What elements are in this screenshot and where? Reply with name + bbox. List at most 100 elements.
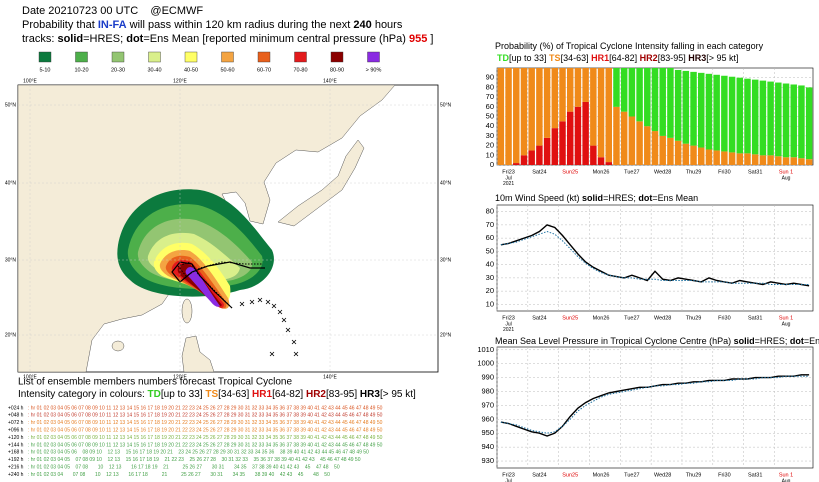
bar-segment <box>744 78 751 154</box>
text-segment: solid <box>734 336 755 346</box>
bar-segment <box>582 101 589 165</box>
y-tick-label: 930 <box>481 456 494 465</box>
bar-segment <box>636 121 643 165</box>
y-tick-label: 10 <box>486 150 494 159</box>
bar-segment <box>728 152 736 165</box>
bar-segment <box>736 153 744 165</box>
text-segment: =Ens Mean [reported minimum central pres… <box>143 33 409 45</box>
lat-label: 40°N <box>440 180 452 186</box>
bar-segment <box>605 68 612 163</box>
text-segment: 955 <box>409 33 427 45</box>
x-tick-label: Wed28 <box>654 315 671 321</box>
lat-label: 20°N <box>5 332 17 338</box>
x-tick-label: Wed28 <box>654 472 671 478</box>
text-segment: [up to 33] <box>161 389 205 400</box>
chart-title: Probability (%) of Tropical Cyclone Inte… <box>495 41 764 51</box>
legend-range: [34-63] <box>561 53 589 63</box>
x-tick-label: Thu29 <box>686 169 702 175</box>
x-tick-label: Sun 1 <box>779 472 793 478</box>
y-tick-label: 50 <box>486 111 494 120</box>
bar-segment <box>713 74 720 151</box>
bar-segment <box>775 82 782 157</box>
bar-segment <box>698 147 705 165</box>
lat-label: 40°N <box>5 180 17 186</box>
text-segment: [> 95 kt] <box>380 389 416 400</box>
lat-label: 30°N <box>5 257 17 263</box>
y-tick-label: 1000 <box>477 359 494 368</box>
x-tick-label: Sat24 <box>532 472 546 478</box>
bar-segment <box>674 140 682 165</box>
bar-segment <box>651 68 659 132</box>
bar-segment <box>582 68 589 102</box>
bar-segment <box>736 77 744 154</box>
row-lead: +048 h <box>8 413 24 419</box>
lon-label: 100°E <box>23 78 37 84</box>
x-tick-label: Sat31 <box>748 472 762 478</box>
bar-segment <box>536 68 543 146</box>
y-tick-label: 70 <box>486 220 494 229</box>
row-members: : hr 01 02 03 04 05 06 07 08 09 10 11 12… <box>28 420 383 426</box>
plot-frame <box>496 204 814 312</box>
x-tick-label: Tue27 <box>624 315 639 321</box>
x-tick-label: Thu29 <box>686 315 702 321</box>
bar-segment <box>628 68 636 117</box>
text-segment: tracks: <box>22 33 57 45</box>
lon-label: 140°E <box>323 374 337 380</box>
ens-mean-track <box>177 261 262 309</box>
text-segment: [34-63] <box>218 389 252 400</box>
legend-swatch <box>184 51 198 63</box>
text-segment: Mean Sea Level Pressure in Tropical Cycl… <box>495 336 734 346</box>
row-lead: +240 h <box>8 472 24 478</box>
bar-segment <box>759 155 767 165</box>
x-sublabel: Jul <box>505 321 511 327</box>
legend-name: HR2 <box>640 53 658 63</box>
legend-range: [64-82] <box>609 53 637 63</box>
legend-swatch <box>294 51 307 63</box>
legend-swatch <box>257 51 271 63</box>
text-segment: =HRES; <box>755 336 790 346</box>
text-segment: =Ens Mean <box>652 193 698 203</box>
bar-segment <box>528 150 535 165</box>
taiwan <box>181 298 193 324</box>
bar-segment <box>636 68 643 122</box>
series-legend: TD[up to 33] TS[34-63] HR1[64-82] HR2[83… <box>497 53 741 63</box>
bar-segment <box>597 68 605 158</box>
bar-segment <box>767 155 774 165</box>
bar-segment <box>659 135 666 165</box>
bar-segment <box>566 111 574 165</box>
hainan <box>111 340 125 352</box>
row-members: : hr 01 02 03 04 05 06 07 08 09 10 11 12… <box>28 413 383 419</box>
bar-segment <box>775 156 782 165</box>
bar-segment <box>698 72 705 148</box>
text-segment: HR3 <box>360 389 380 400</box>
y-tick-label: 60 <box>486 102 494 111</box>
bar-segment <box>667 68 674 138</box>
row-members: : hr 01 02 03 04 05 07 08 09 10 12 13 15… <box>28 457 361 463</box>
legend-name: TS <box>549 53 561 63</box>
x-tick-label: Sun 1 <box>779 315 793 321</box>
x-sublabel: 2021 <box>503 181 514 187</box>
legend-label: 80-90 <box>330 67 344 73</box>
x-tick-label: Sat31 <box>748 169 762 175</box>
map <box>17 84 439 373</box>
legend-range: [> 95 kt] <box>706 53 738 63</box>
legend-label: 10-20 <box>74 67 88 73</box>
x-tick-label: Mon26 <box>593 169 610 175</box>
bar-segment <box>497 68 505 165</box>
x-tick-label: Sat24 <box>532 169 546 175</box>
text-segment: =Ens Mean <box>804 336 819 346</box>
text-segment: [83-95] <box>326 389 360 400</box>
bar-segment <box>520 155 528 165</box>
lat-label: 30°N <box>440 257 452 263</box>
lat-label: 50°N <box>5 102 17 108</box>
bar-segment <box>798 85 805 159</box>
text-segment: =HRES; <box>83 33 126 45</box>
bar-segment <box>767 81 774 156</box>
x-tick-label: Sun25 <box>562 472 578 478</box>
ensemble-title: List of ensemble members numbers forecas… <box>18 377 292 388</box>
legend-label: 20-30 <box>111 67 125 73</box>
x-tick-label: Wed28 <box>654 169 671 175</box>
legend-gap <box>739 53 742 63</box>
y-tick-label: 50 <box>486 246 494 255</box>
chart-title: Mean Sea Level Pressure in Tropical Cycl… <box>495 336 819 346</box>
